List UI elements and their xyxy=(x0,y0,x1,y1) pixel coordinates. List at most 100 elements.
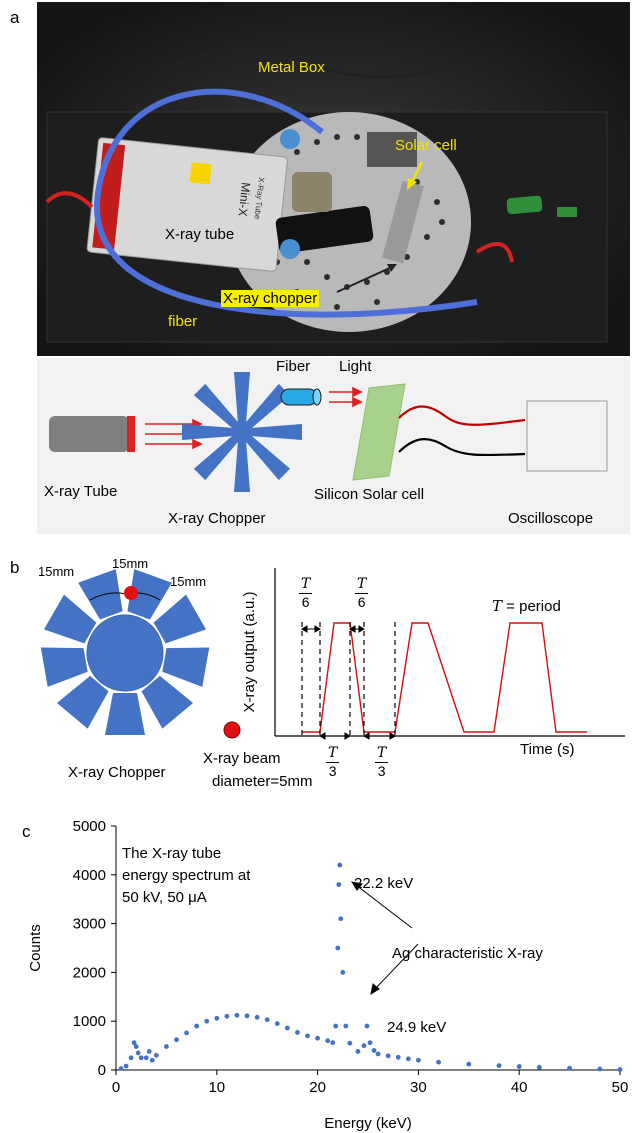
spectrum-point xyxy=(118,1066,124,1071)
spectrum-point xyxy=(153,1052,159,1058)
spectrum-point xyxy=(143,1055,149,1061)
spectrum-point xyxy=(133,1044,139,1049)
arrow-to-peak2 xyxy=(373,943,419,991)
peak1-label: 22.2 keV xyxy=(354,875,414,892)
spectrum-point xyxy=(496,1063,502,1069)
spectrum-point xyxy=(338,916,344,922)
spectrum-point xyxy=(295,1030,300,1035)
x-tick-label: 20 xyxy=(309,1079,326,1096)
y-tick-label: 1000 xyxy=(73,1013,106,1030)
spectrum-point xyxy=(597,1066,603,1072)
frac-num: T xyxy=(299,576,313,594)
schematic-solar-cell xyxy=(352,383,406,481)
spectrum-point xyxy=(385,1053,391,1059)
period-text: = period xyxy=(502,598,561,615)
spectrum-point xyxy=(340,970,346,975)
spectrum-point xyxy=(146,1049,152,1054)
annotation-line: energy spectrum at xyxy=(122,867,251,884)
spectrum-point xyxy=(466,1061,472,1067)
spectrum-point xyxy=(184,1030,189,1036)
tube-brand-text: Mini-X xyxy=(235,182,252,217)
fiber-photo-label: fiber xyxy=(168,313,198,330)
y-tick-label: 4000 xyxy=(73,867,106,884)
chopper-drawing xyxy=(40,569,210,735)
spectrum-point xyxy=(364,1023,370,1029)
spectrum-point xyxy=(274,1021,280,1027)
spectrum-point xyxy=(305,1033,310,1039)
x-tick-label: 0 xyxy=(112,1079,120,1096)
spectrum-point xyxy=(617,1067,623,1072)
schematic-oscilloscope-label: Oscilloscope xyxy=(508,510,594,527)
panel-a-letter: a xyxy=(10,8,20,27)
spectrum-point xyxy=(204,1018,210,1024)
spectrum-xlabel: Energy (keV) xyxy=(324,1115,412,1132)
spectrum-point xyxy=(567,1065,572,1071)
frac-num: T xyxy=(326,745,340,763)
spectrum-point xyxy=(194,1023,200,1029)
spectrum-point xyxy=(436,1059,441,1065)
annotation-line: The X-ray tube xyxy=(122,845,222,862)
metal-box-label: Metal Box xyxy=(258,59,325,76)
schematic-tube-label: X-ray Tube xyxy=(44,483,118,500)
spectrum-point xyxy=(284,1025,290,1031)
frac-den: 6 xyxy=(301,594,310,610)
panel-c-letter: c xyxy=(22,822,31,841)
frac-num: T xyxy=(375,745,389,763)
schematic-fiber-label: Fiber xyxy=(276,358,311,375)
spectrum-point xyxy=(325,1038,331,1044)
spectrum-point xyxy=(335,945,341,951)
spectrum-point xyxy=(128,1055,134,1061)
spectrum-point xyxy=(395,1054,401,1060)
spectrum-point xyxy=(536,1064,542,1070)
spectrum-point xyxy=(149,1057,155,1063)
spectrum-point xyxy=(315,1035,320,1041)
spectrum-point xyxy=(367,1040,373,1046)
schematic-oscilloscope xyxy=(526,400,608,472)
beam-label-2: diameter=5mm xyxy=(212,773,313,790)
waveform-trace xyxy=(302,622,587,733)
schematic-xray-tube xyxy=(49,416,129,452)
dim-right-label: 15mm xyxy=(170,574,207,589)
x-tick-label: 40 xyxy=(511,1079,528,1096)
frac-den: 6 xyxy=(357,594,366,610)
period-var: T xyxy=(492,597,503,615)
spectrum-point xyxy=(355,1049,361,1054)
spectrum-point xyxy=(138,1055,144,1061)
y-tick-label: 2000 xyxy=(73,964,106,981)
spectrum-point xyxy=(337,862,343,868)
spectrum-point xyxy=(516,1064,522,1069)
spectrum-point xyxy=(336,882,342,887)
spectrum-point xyxy=(333,1023,339,1029)
spectrum-point xyxy=(416,1057,421,1063)
spectrum-point xyxy=(131,1040,137,1046)
x-tick-label: 50 xyxy=(612,1079,629,1096)
xray-tube-photo-label: X-ray tube xyxy=(165,226,235,243)
schematic-light-label: Light xyxy=(339,358,372,375)
setup-schematic xyxy=(37,358,630,534)
spectrum-point xyxy=(123,1063,129,1069)
dim-middle-label: 15mm xyxy=(112,556,149,571)
spectrum-point xyxy=(135,1050,141,1056)
period-note: T = period xyxy=(492,597,561,615)
spectrum-point xyxy=(234,1012,240,1018)
arrow-to-peak1 xyxy=(355,884,413,929)
spectrum-point xyxy=(174,1037,179,1043)
xray-output-plot: X-ray output (a.u.) xyxy=(241,568,625,740)
tube-sub-text: X-Ray Tube xyxy=(253,177,266,220)
spectrum-point xyxy=(244,1013,250,1019)
dim-left-label: 15mm xyxy=(38,564,75,579)
x-tick-label: 30 xyxy=(410,1079,427,1096)
chopper-label: X-ray Chopper xyxy=(68,764,166,781)
setup-photo-illustration: Mini-X X-Ray Tube xyxy=(37,2,630,356)
x-tick-label: 10 xyxy=(208,1079,225,1096)
peak2-label: 24.9 keV xyxy=(387,1019,447,1036)
spectrum-point xyxy=(405,1056,411,1062)
spectrum-point xyxy=(254,1014,260,1020)
spectrum-annotation: The X-ray tube energy spectrum at 50 kV,… xyxy=(122,843,250,909)
y-tick-label: 0 xyxy=(98,1062,106,1079)
spectrum-point xyxy=(164,1044,169,1049)
